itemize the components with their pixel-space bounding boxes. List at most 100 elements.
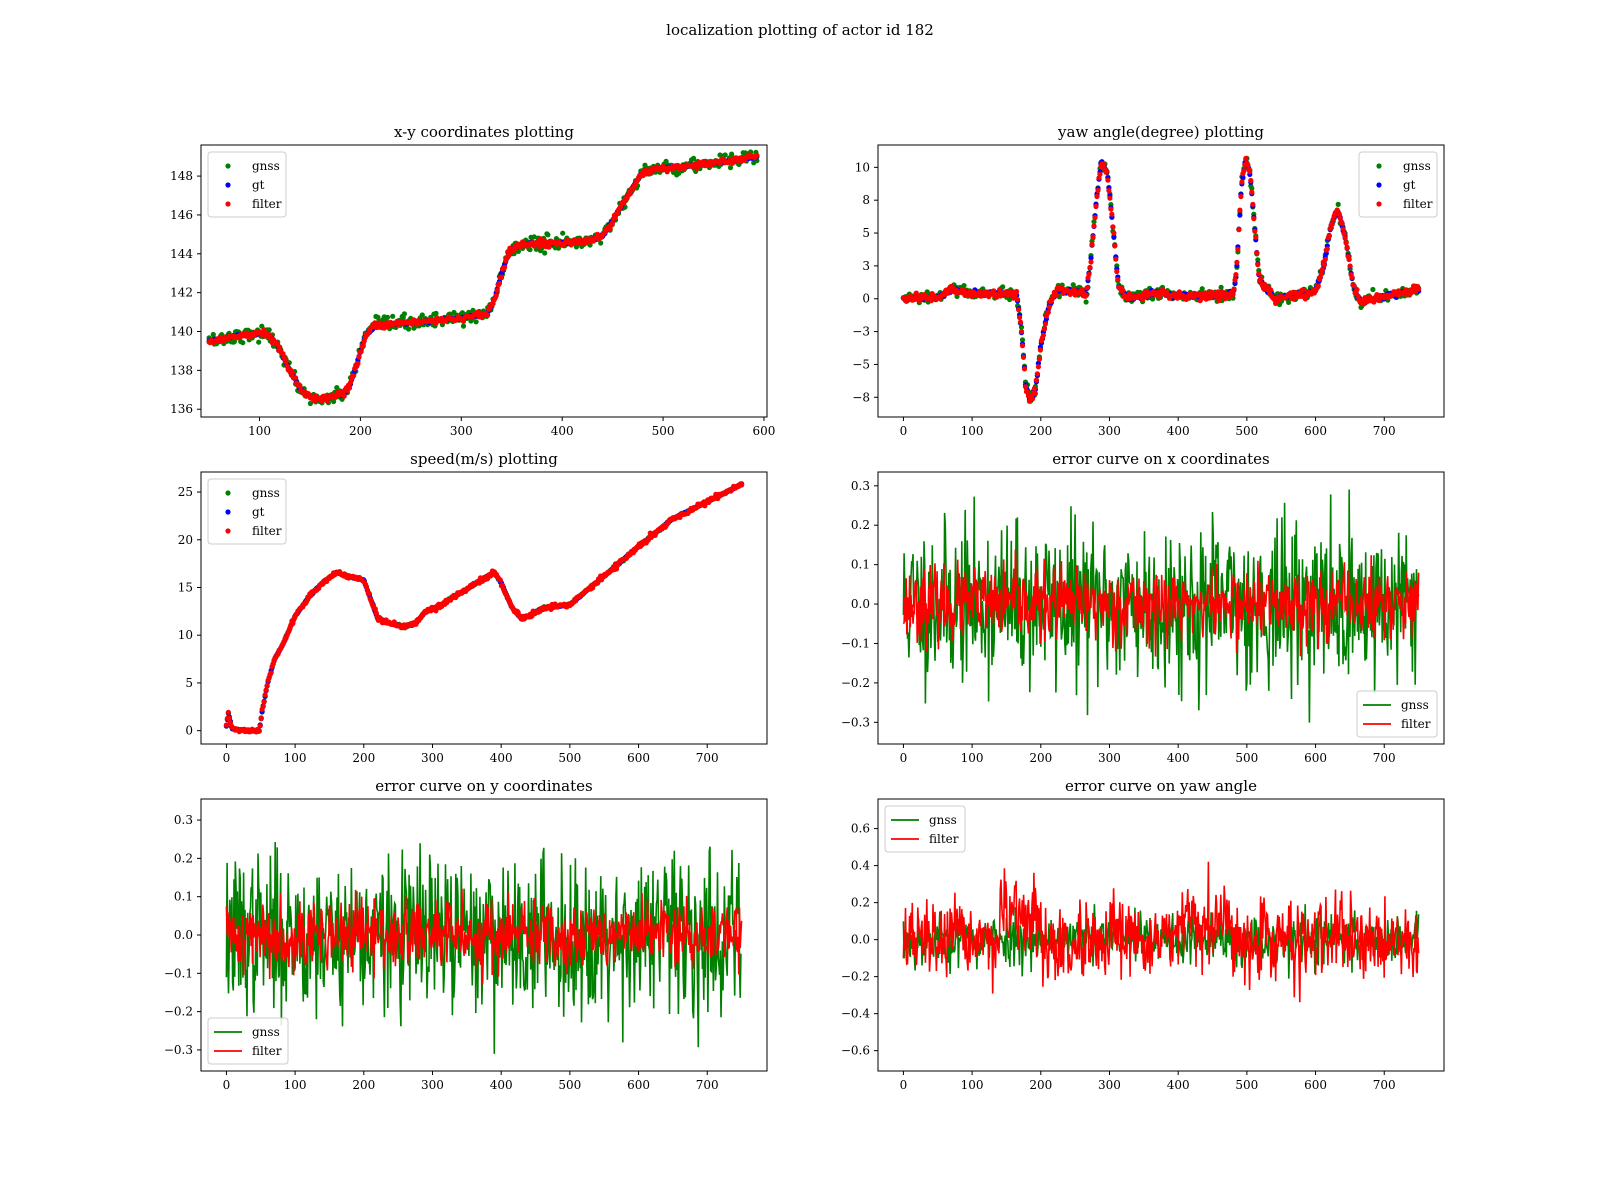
y-tick-label: 15 [178,580,193,594]
data-point [1086,271,1092,277]
series-filter [225,888,743,985]
data-point [360,342,366,348]
y-tick-label: 10 [178,628,193,642]
data-point [1032,391,1038,397]
y-tick-label: 8 [862,193,870,207]
y-tick-label: 138 [170,363,193,377]
x-tick-label: 500 [558,751,581,765]
x-tick-label: 300 [1098,751,1121,765]
y-tick-label: 5 [185,676,193,690]
data-point [264,683,270,689]
data-point [497,577,503,583]
subplot-title: yaw angle(degree) plotting [1057,123,1264,141]
data-point [560,230,566,236]
y-tick-label: −0.2 [841,970,870,984]
data-point [1018,324,1025,330]
data-point [607,225,613,232]
data-point [355,360,361,367]
subplot-title: error curve on yaw angle [1065,777,1257,795]
data-point [1247,169,1253,175]
data-point [1322,256,1328,262]
x-tick-label: 500 [1235,751,1258,765]
data-point [1021,366,1028,372]
data-point [1046,304,1052,310]
x-tick-label: 100 [961,1078,984,1092]
data-point [268,670,274,676]
data-point [1250,201,1256,207]
data-point [1268,287,1274,293]
data-point [1093,203,1099,210]
data-point [598,240,604,246]
data-point [1106,188,1112,194]
y-tick-label: 142 [170,286,193,300]
data-point [1255,257,1261,263]
data-point [1090,234,1096,240]
data-point [240,340,246,346]
data-point [1113,256,1119,262]
data-point [419,312,425,318]
data-point [283,359,289,365]
x-tick-label: 500 [652,424,675,438]
data-point [1109,211,1115,217]
legend-label: gnss [252,486,280,500]
series-filter [223,481,745,735]
y-tick-label: −8 [852,390,870,404]
data-point [1249,185,1255,191]
data-point [609,220,615,226]
data-point [1120,287,1126,293]
subplot-title: error curve on x coordinates [1052,450,1269,468]
legend-label: gnss [1401,698,1429,712]
data-point [1097,171,1103,177]
x-tick-label: 500 [1235,424,1258,438]
data-point [460,323,467,329]
series-filter [206,152,760,404]
axes-frame [200,144,768,418]
data-point [1234,259,1240,265]
data-point [1037,347,1043,353]
x-tick-label: 0 [900,424,908,438]
data-point [1343,240,1349,246]
y-tick-label: −0.1 [164,966,193,980]
data-point [277,345,283,351]
y-tick-label: 136 [170,402,193,416]
x-tick-label: 600 [627,1078,650,1092]
legend-box [884,805,966,853]
y-tick-label: −0.4 [841,1007,871,1021]
x-tick-label: 200 [352,1078,375,1092]
data-point [1083,299,1089,305]
data-point [1218,284,1224,290]
data-point [1019,337,1026,343]
data-point [1041,326,1047,332]
y-tick-label: 148 [170,169,193,183]
data-point [1017,319,1024,325]
legend-label: filter [252,524,282,538]
x-tick-label: 400 [490,751,513,765]
data-point [1088,259,1094,265]
x-tick-label: 600 [1304,1078,1327,1092]
legend-label: gt [1403,178,1416,192]
data-point [1371,299,1377,305]
data-point [262,692,268,698]
data-point [1342,235,1348,241]
plot-area [223,481,745,735]
data-point [1248,177,1254,184]
legend-marker [225,182,231,188]
y-tick-label: 0.2 [851,896,870,910]
y-tick-label: −0.3 [841,715,870,729]
x-tick-label: 700 [1373,1078,1396,1092]
data-point [739,482,745,488]
data-point [945,290,951,296]
plot-area [902,489,1420,723]
data-point [1252,228,1258,234]
data-point [1251,216,1257,222]
data-point [1108,206,1114,212]
x-tick-label: 200 [352,751,375,765]
data-point [1351,283,1357,289]
data-point [754,152,760,158]
data-point [307,400,313,407]
y-tick-label: 3 [862,259,870,273]
data-point [473,319,479,325]
data-point [527,247,533,253]
